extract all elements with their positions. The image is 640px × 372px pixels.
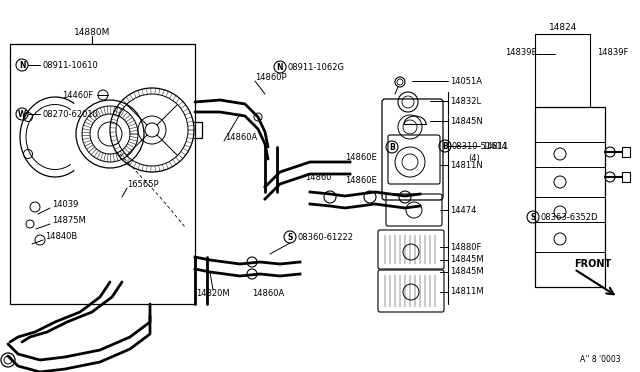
Text: 16565P: 16565P [127,180,159,189]
Text: 14860E: 14860E [345,153,377,161]
Text: 14880M: 14880M [74,28,110,36]
Text: 14860P: 14860P [255,73,287,81]
Text: N: N [19,61,25,70]
Text: 08310-51614: 08310-51614 [452,141,508,151]
Text: B: B [389,142,395,151]
Text: 14875M: 14875M [52,215,86,224]
Text: B: B [442,141,448,151]
Text: 14845M: 14845M [450,256,484,264]
Text: 08270-62010: 08270-62010 [42,109,98,119]
Text: 14811: 14811 [482,141,508,151]
Text: 08911-1062G: 08911-1062G [288,62,345,71]
Text: 14840B: 14840B [45,231,77,241]
Text: 14832L: 14832L [450,96,481,106]
Text: A'' 8 '0003: A'' 8 '0003 [580,356,621,365]
Text: 14811N: 14811N [450,160,483,170]
Text: 14824: 14824 [549,22,577,32]
Text: W: W [18,109,26,119]
Text: 14860: 14860 [305,173,332,182]
Text: 14811M: 14811M [450,288,484,296]
Text: 08363-6352D: 08363-6352D [541,212,598,221]
Text: 14860E: 14860E [345,176,377,185]
Text: 14880F: 14880F [450,243,481,251]
Text: 14860A: 14860A [252,289,284,298]
Text: FRONT: FRONT [574,259,611,269]
Text: N: N [276,62,284,71]
Text: 14460F: 14460F [62,90,93,99]
Text: 14839E: 14839E [505,48,537,57]
Text: S: S [531,212,536,221]
Text: 14039: 14039 [52,199,78,208]
Text: 14845M: 14845M [450,267,484,276]
Text: 14051A: 14051A [450,77,482,86]
Text: 14860A: 14860A [225,132,257,141]
Text: 08360-61222: 08360-61222 [298,232,354,241]
Text: 14845N: 14845N [450,116,483,125]
Text: 08911-10610: 08911-10610 [42,61,98,70]
Text: 14474: 14474 [450,205,476,215]
Text: S: S [287,232,292,241]
Bar [10,44,195,304]
Text: (4): (4) [468,154,480,163]
Text: 14820M: 14820M [196,289,230,298]
Text: 14839F: 14839F [597,48,628,57]
